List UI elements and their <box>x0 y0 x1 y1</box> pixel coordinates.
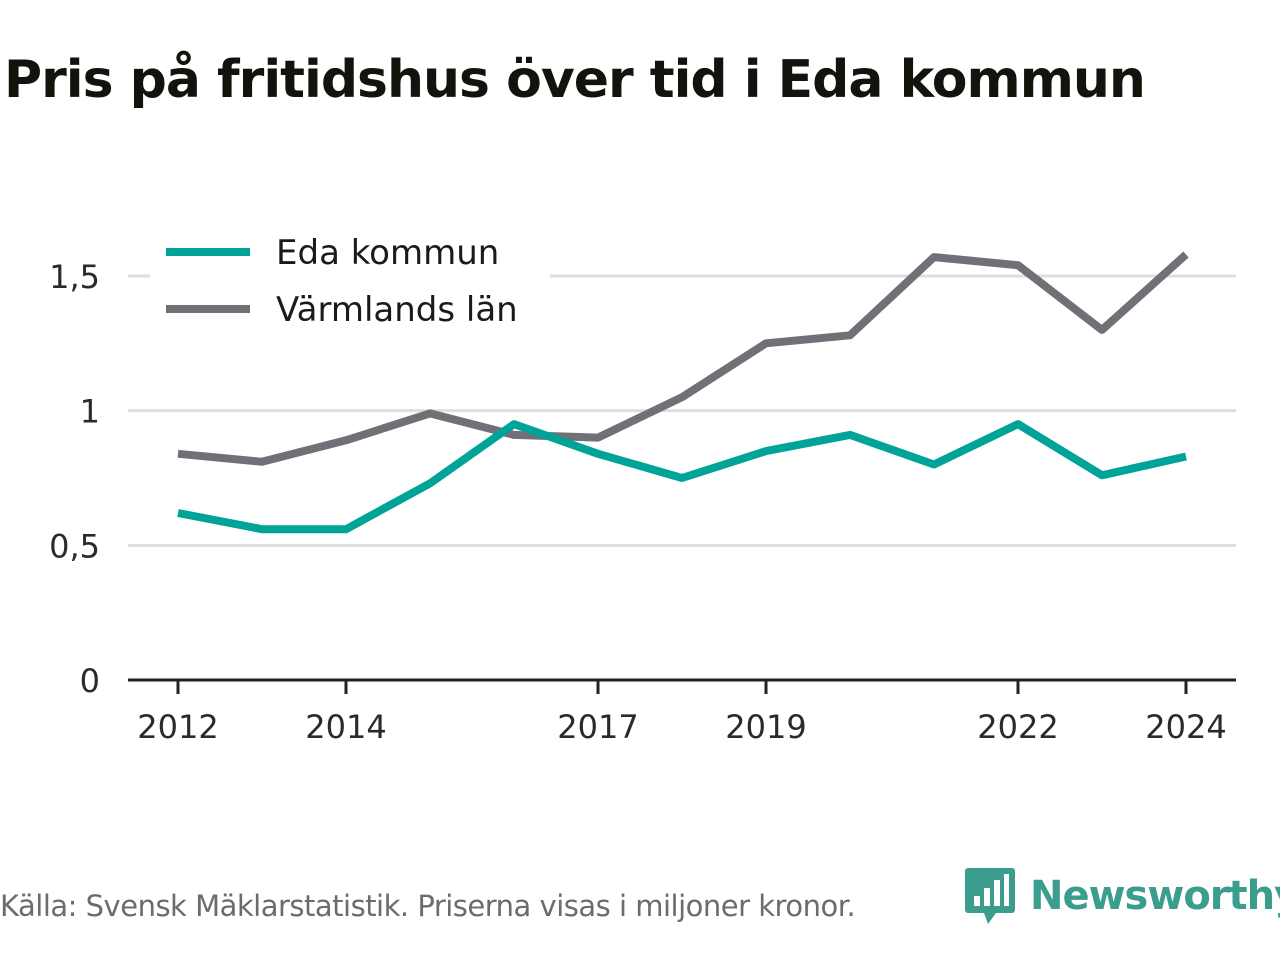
newsworthy-logo-icon <box>965 868 1015 924</box>
y-axis-tick-labels: 0 0,5 1 1,5 <box>49 258 100 700</box>
series-lines <box>177 251 1189 534</box>
series-line-1 <box>177 251 1189 466</box>
x-tick-label: 2022 <box>977 708 1058 746</box>
brand-name: Newsworthy <box>1030 873 1280 919</box>
x-tick-label: 2012 <box>137 708 218 746</box>
x-tick-label: 2017 <box>557 708 638 746</box>
source-note: Källa: Svensk Mäklarstatistik. Priserna … <box>0 889 856 923</box>
x-tick-label: 2019 <box>725 708 806 746</box>
line-chart: 0 0,5 1 1,5 2012 2014 2017 2019 2022 2024 Eda ko… <box>49 226 1236 746</box>
x-axis-ticks: 2012 2014 2017 2019 2022 2024 <box>137 680 1227 746</box>
y-tick-label: 0 <box>80 662 100 700</box>
series-line-0 <box>177 420 1187 534</box>
legend-label: Eda kommun <box>276 233 499 273</box>
x-tick-label: 2014 <box>305 708 386 746</box>
brand-logo-block: Newsworthy <box>964 864 1280 928</box>
y-tick-label: 1,5 <box>49 258 100 296</box>
y-tick-label: 0,5 <box>49 527 100 565</box>
chart-title: Pris på fritidshus över tid i Eda kommun <box>4 50 1146 110</box>
legend-background <box>150 226 550 342</box>
y-tick-label: 1 <box>80 393 100 431</box>
legend: Eda kommun Värmlands län <box>150 226 550 342</box>
x-tick-label: 2024 <box>1145 708 1226 746</box>
legend-label: Värmlands län <box>276 290 518 330</box>
